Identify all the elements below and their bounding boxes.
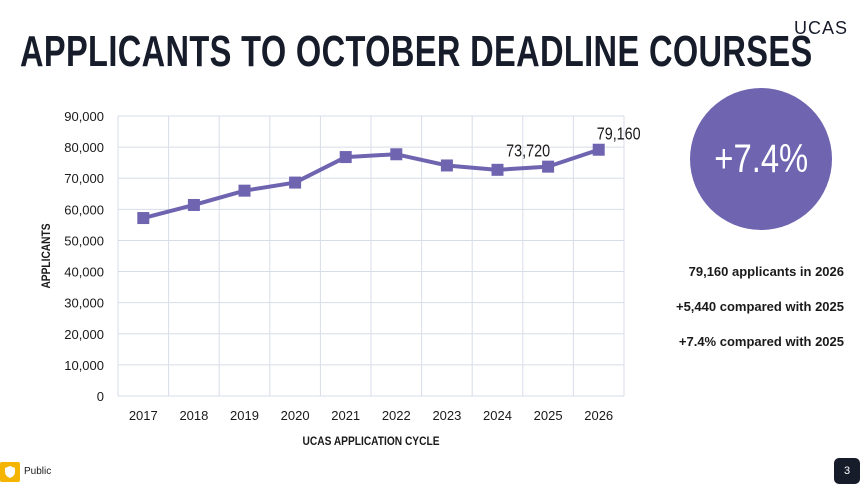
x-tick-label: 2018	[179, 408, 208, 423]
y-axis-title: APPLICANTS	[40, 223, 53, 288]
shield-icon	[0, 462, 20, 482]
y-tick-label: 80,000	[64, 140, 104, 155]
x-tick-label: 2024	[483, 408, 512, 423]
data-point	[390, 148, 403, 161]
y-tick-label: 0	[97, 389, 104, 404]
x-tick-label: 2019	[230, 408, 259, 423]
y-tick-label: 40,000	[64, 265, 104, 280]
classification-label: Public	[24, 466, 52, 477]
y-tick-label: 20,000	[64, 327, 104, 342]
change-highlight-circle: +7.4%	[690, 88, 832, 230]
x-axis-title: UCAS APPLICATION CYCLE	[302, 435, 439, 448]
y-tick-label: 10,000	[64, 358, 104, 373]
data-point	[289, 176, 302, 189]
ucas-logo: UCAS	[793, 18, 848, 38]
y-tick-label: 90,000	[64, 109, 104, 124]
data-point	[440, 159, 453, 172]
y-tick-label: 70,000	[64, 171, 104, 186]
data-label: 79,160	[597, 124, 641, 144]
data-label: 73,720	[506, 141, 550, 161]
x-tick-label: 2025	[534, 408, 563, 423]
data-point	[592, 143, 605, 156]
x-tick-label: 2022	[382, 408, 411, 423]
y-tick-label: 30,000	[64, 296, 104, 311]
data-point	[238, 184, 251, 197]
change-highlight-value: +7.4%	[714, 136, 808, 181]
data-point	[542, 160, 555, 173]
x-tick-label: 2017	[129, 408, 158, 423]
y-tick-label: 50,000	[64, 233, 104, 248]
data-point	[491, 163, 504, 176]
x-tick-label: 2023	[432, 408, 461, 423]
x-tick-label: 2026	[584, 408, 613, 423]
y-tick-label: 60,000	[64, 202, 104, 217]
series-line	[142, 147, 600, 220]
page-number: 3	[834, 458, 860, 484]
stat-change-percent: +7.4% compared with 2025	[678, 334, 844, 349]
x-tick-label: 2020	[281, 408, 310, 423]
data-point	[187, 198, 200, 211]
data-point	[339, 151, 352, 164]
stat-applicants-total: 79,160 applicants in 2026	[688, 264, 844, 279]
stat-change-absolute: +5,440 compared with 2025	[675, 299, 844, 314]
x-tick-label: 2021	[331, 408, 360, 423]
data-point	[137, 212, 150, 225]
